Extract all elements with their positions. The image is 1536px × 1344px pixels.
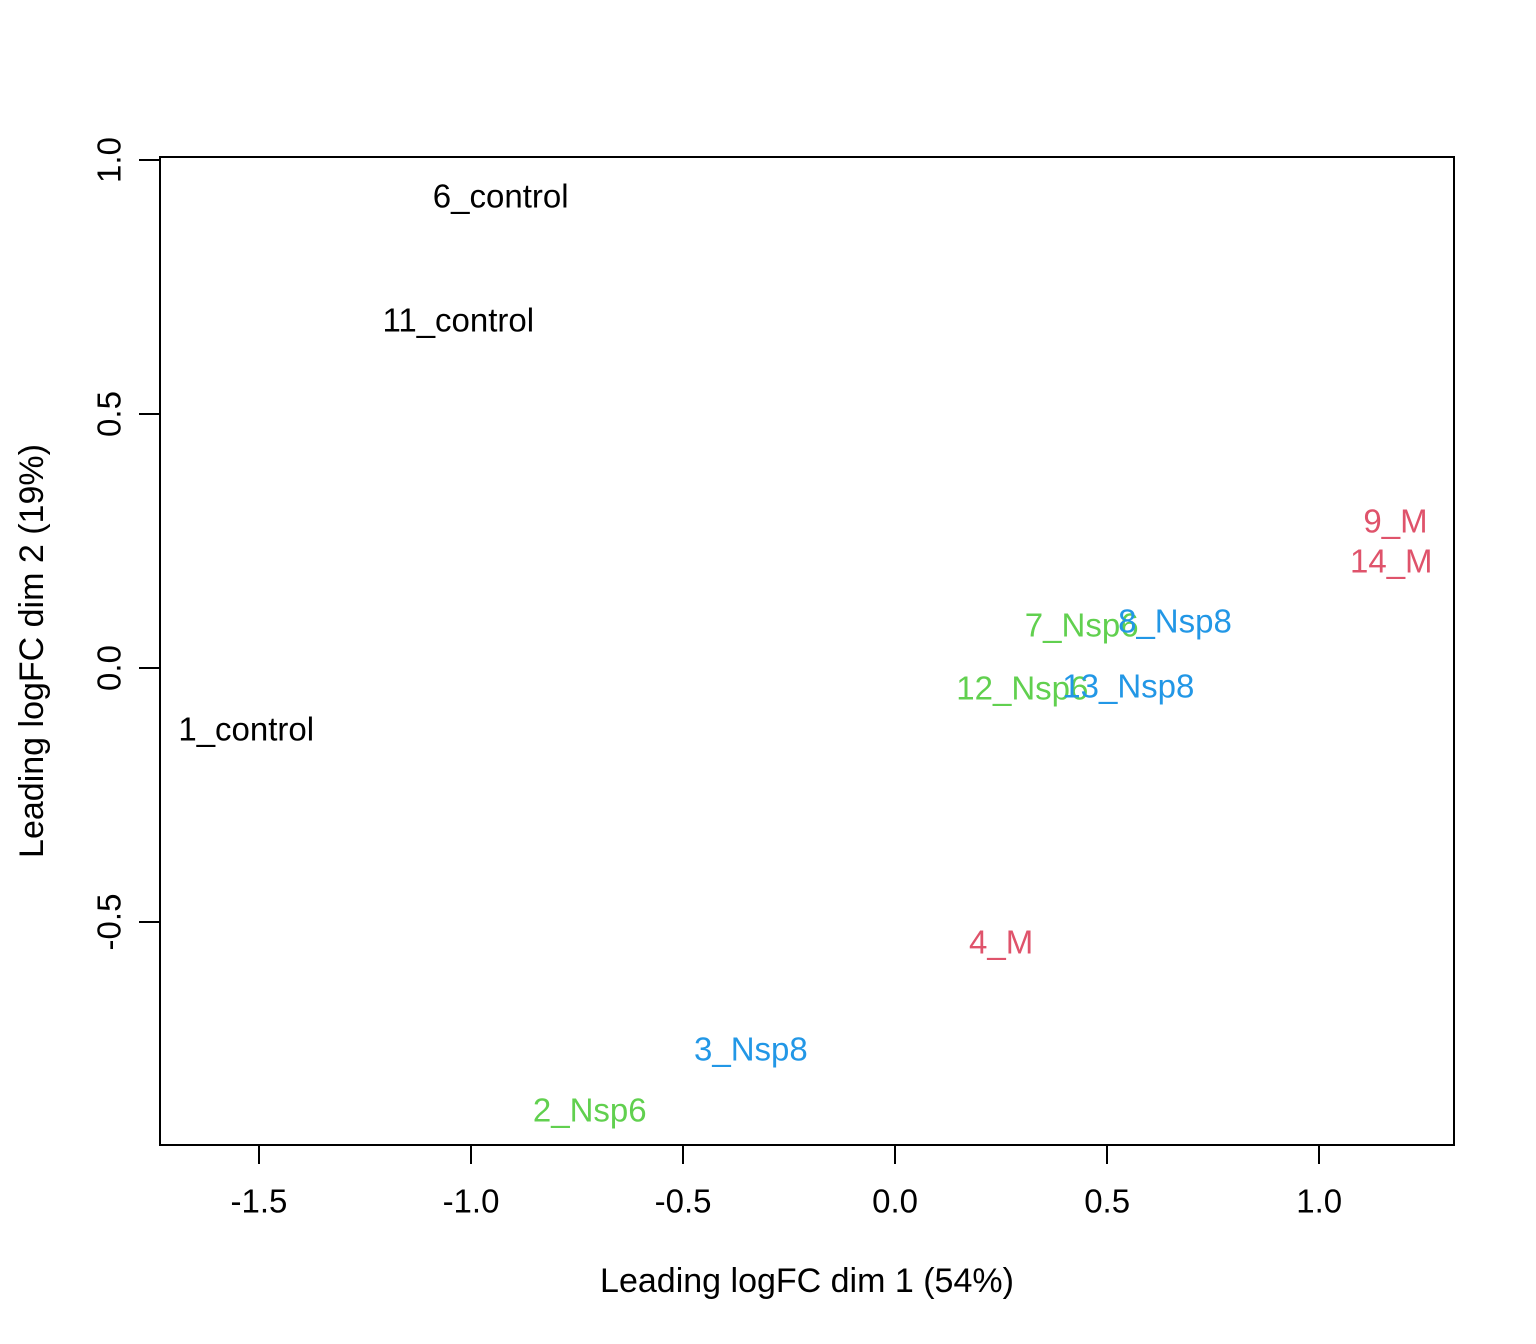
sample-label: 7_Nsp6 xyxy=(1024,606,1139,644)
sample-label: 11_control xyxy=(382,301,535,339)
x-axis-tick-label: 0.0 xyxy=(872,1182,919,1220)
y-axis-tick-mark xyxy=(139,413,159,415)
x-axis-title: Leading logFC dim 1 (54%) xyxy=(600,1262,1014,1300)
x-axis-tick-mark xyxy=(1106,1144,1109,1164)
y-axis-tick-label: 0.5 xyxy=(90,391,128,437)
x-axis-tick-mark xyxy=(682,1144,685,1164)
sample-label: 4_M xyxy=(969,923,1034,961)
sample-label: 2_Nsp6 xyxy=(532,1091,647,1129)
y-axis-tick-label: 1.0 xyxy=(90,137,128,183)
sample-label: 13_Nsp8 xyxy=(1062,667,1195,705)
sample-label: 14_M xyxy=(1349,542,1433,580)
sample-label: 1_control xyxy=(178,710,315,748)
x-axis-tick-label: -1.0 xyxy=(442,1182,500,1220)
x-axis-tick-mark xyxy=(1318,1144,1321,1164)
x-axis-tick-mark xyxy=(894,1144,897,1164)
y-axis-tick-mark xyxy=(139,666,159,669)
sample-label: 9_M xyxy=(1363,502,1428,540)
x-axis-tick-mark xyxy=(470,1144,472,1164)
y-axis-tick-label: -0.5 xyxy=(90,893,128,951)
x-axis-tick-mark xyxy=(257,1144,260,1164)
x-axis-tick-label: 0.5 xyxy=(1084,1182,1131,1220)
y-axis-tick-label: 0.0 xyxy=(90,645,128,691)
sample-label: 3_Nsp8 xyxy=(694,1030,808,1068)
y-axis-tick-mark xyxy=(139,920,159,923)
y-axis-title: Leading logFC dim 2 (19%) xyxy=(13,444,51,858)
sample-label: 8_Nsp8 xyxy=(1118,602,1232,640)
x-axis-tick-label: -0.5 xyxy=(654,1182,712,1220)
x-axis-tick-label: -1.5 xyxy=(230,1182,288,1220)
sample-label: 12_Nsp6 xyxy=(956,669,1089,707)
sample-label: 6_control xyxy=(432,177,569,215)
y-axis-tick-mark xyxy=(139,159,159,162)
x-axis-tick-label: 1.0 xyxy=(1296,1182,1343,1220)
plot-area: -1.5 -1.0 -0.5 0.0 0.5 1.0 -0.5 0.0 0.5 1.0 1_con… xyxy=(13,137,1455,1298)
